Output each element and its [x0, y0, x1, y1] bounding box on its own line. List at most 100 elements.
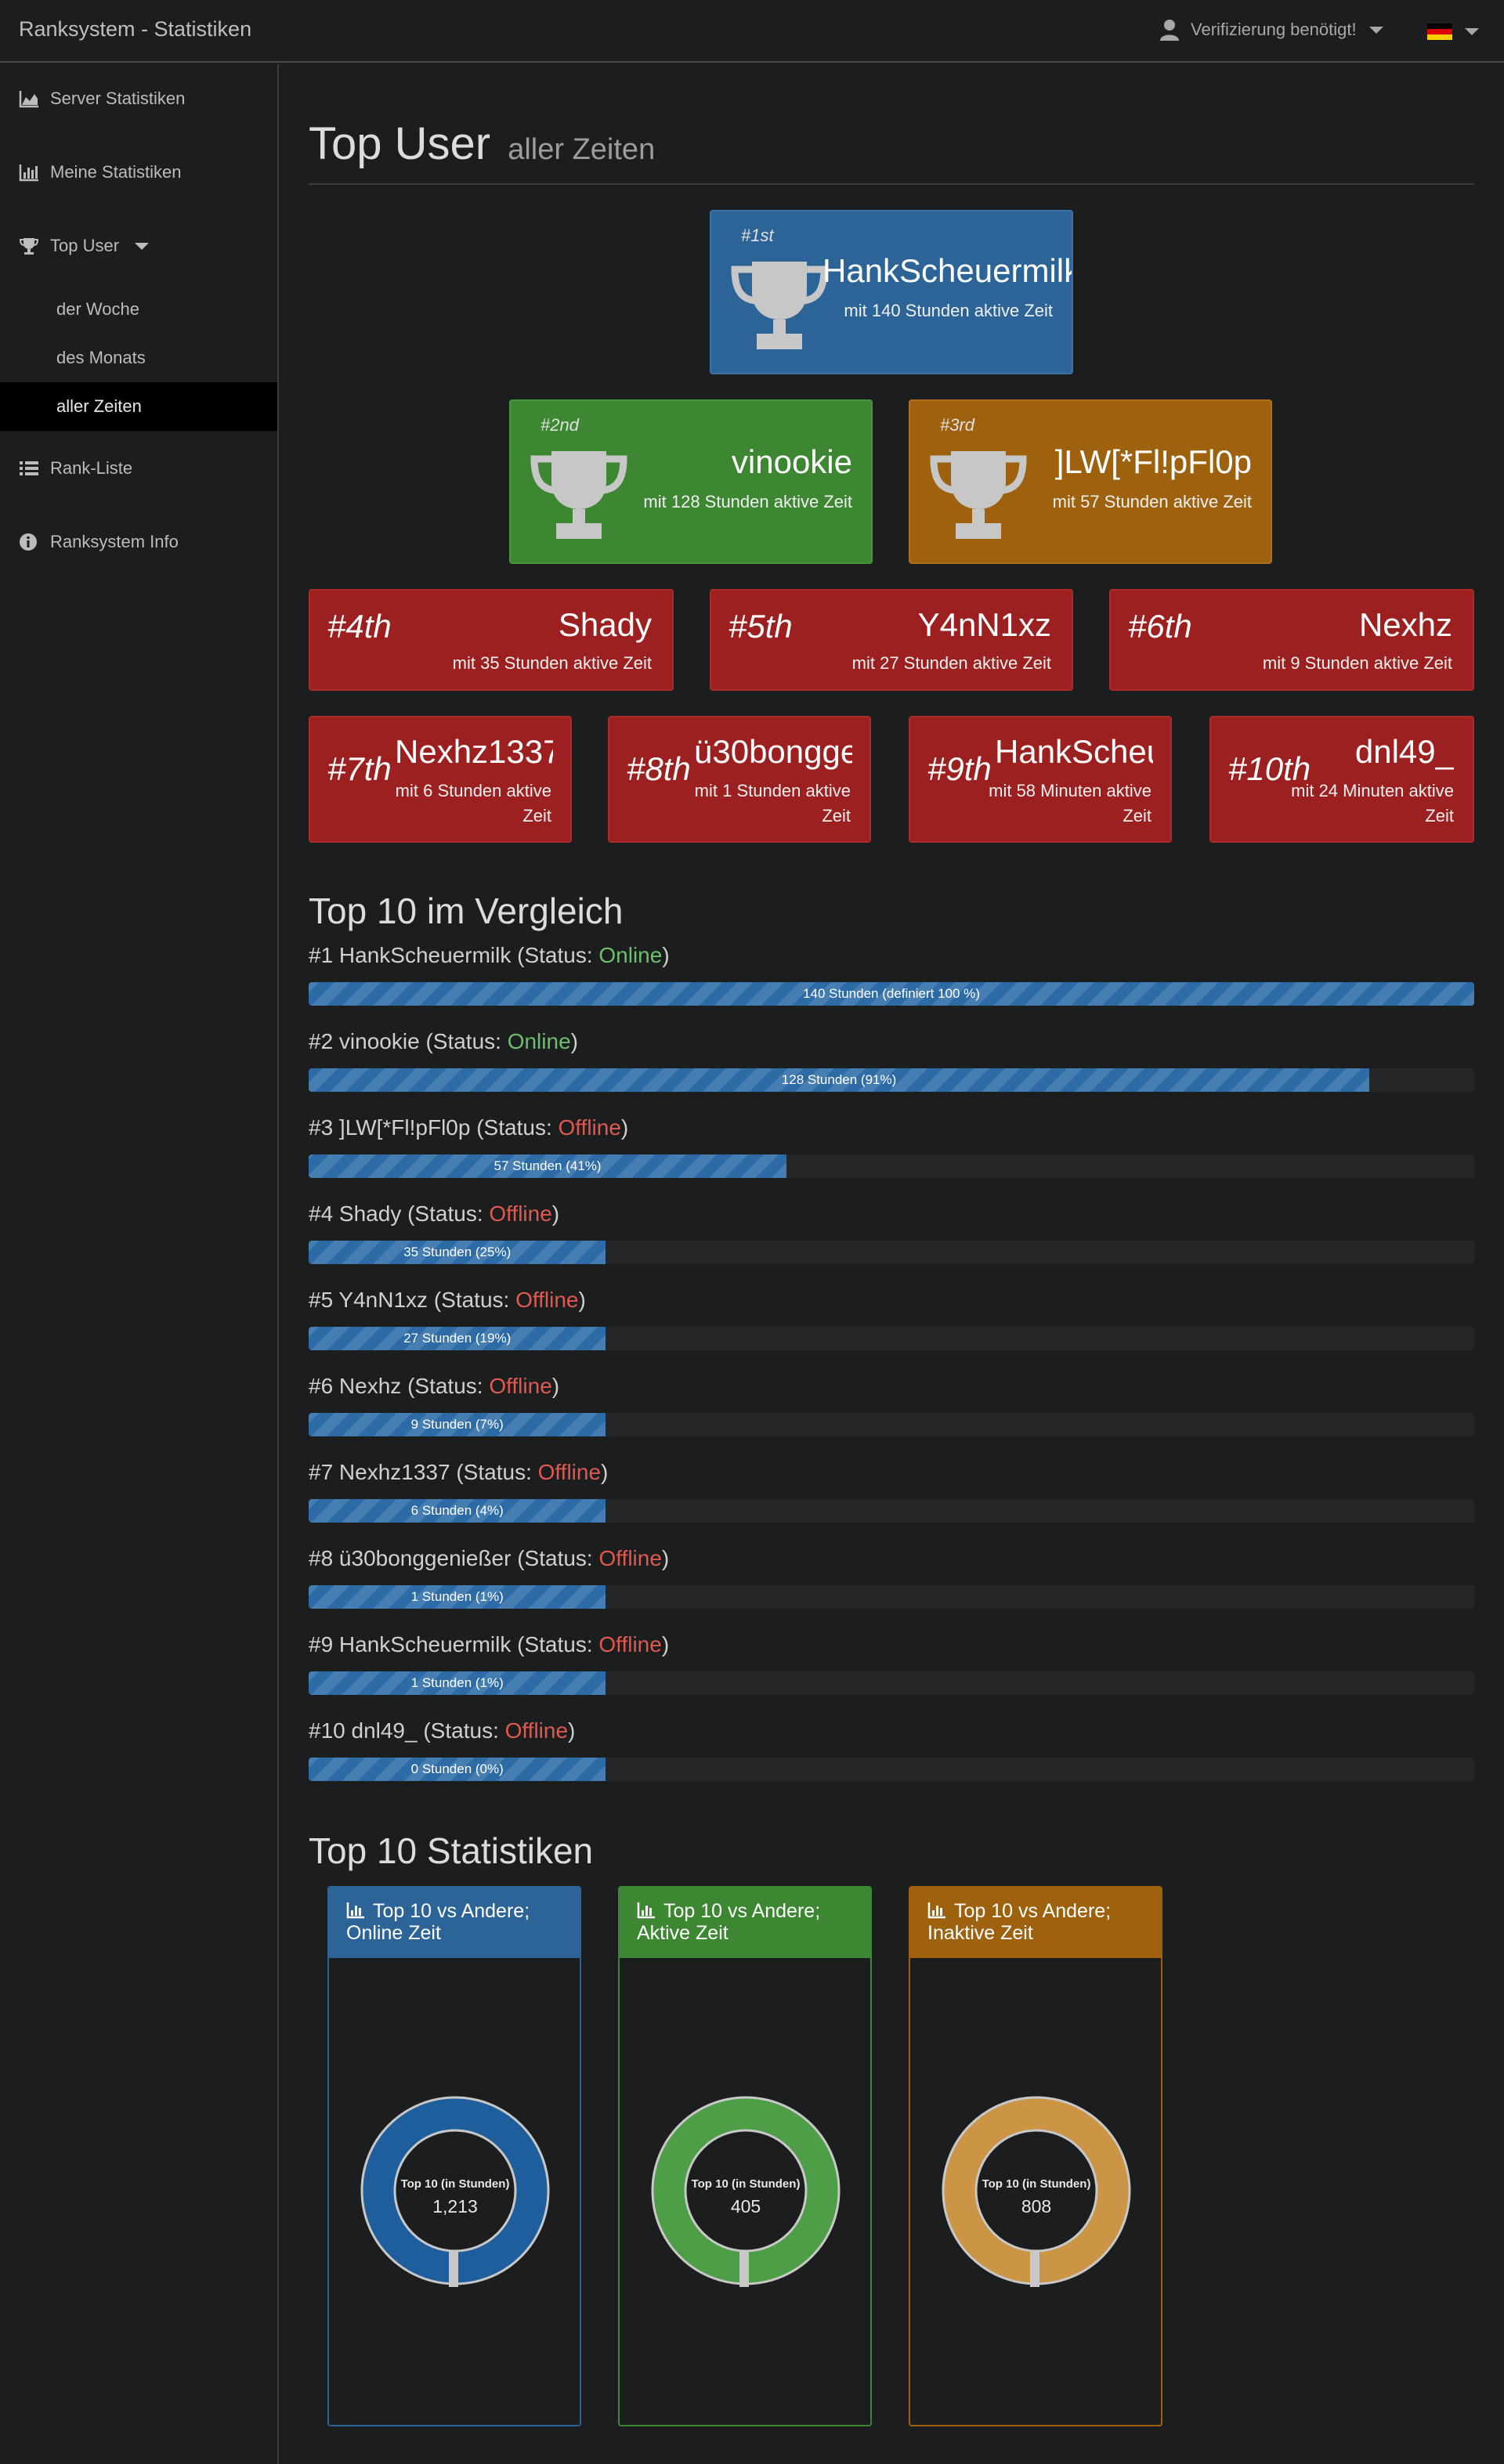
panel-heading-line1: Top 10 vs Andere; — [373, 1900, 530, 1922]
status-suffix: ) — [661, 1546, 670, 1570]
podium-time: mit 140 Stunden aktive Zeit — [844, 301, 1053, 320]
sidebar-sub-week[interactable]: der Woche — [56, 299, 139, 319]
chevron-down-icon — [1465, 28, 1479, 35]
chevron-down-icon — [1368, 26, 1383, 34]
rank-time: mit 6 Stunden aktive Zeit — [395, 781, 551, 826]
podium-rank: #3rd — [940, 415, 975, 435]
panel-heading: Top 10 vs Andere; Inaktive Zeit — [910, 1888, 1161, 1958]
comparison-user: #7 Nexhz1337 — [309, 1460, 457, 1484]
panel-heading: Top 10 vs Andere; Online Zeit — [329, 1888, 580, 1958]
sidebar-item-label: Rank-Liste — [50, 458, 133, 478]
status-suffix: ) — [570, 1029, 578, 1053]
status-prefix: (Status: — [517, 1546, 599, 1570]
progress-bar: 1 Stunden (1%) — [309, 1671, 606, 1695]
podium-name: HankScheuermilk — [822, 252, 1072, 289]
sidebar-item-server-stats[interactable]: Server Statistiken — [0, 75, 277, 122]
language-dropdown[interactable] — [1427, 23, 1479, 40]
comparison-user: #1 HankScheuermilk — [309, 943, 518, 967]
sidebar-sub-month[interactable]: des Monats — [56, 348, 146, 367]
trophy-icon — [930, 451, 1027, 539]
donut-inner-edge — [974, 2129, 1098, 2253]
status-suffix: ) — [662, 943, 670, 967]
donut-others-slice[interactable] — [449, 2251, 458, 2287]
status-suffix: ) — [620, 1115, 629, 1140]
panel-heading: Top 10 vs Andere; Aktive Zeit — [620, 1888, 870, 1958]
podium-time: mit 128 Stunden aktive Zeit — [643, 492, 852, 511]
sidebar-item-top-user[interactable]: Top User — [0, 222, 277, 269]
sidebar: Server Statistiken Meine Statistiken Top… — [0, 64, 279, 2464]
progress-track: 35 Stunden (25%) — [309, 1241, 1474, 1264]
progress-bar: 0 Stunden (0%) — [309, 1758, 606, 1781]
comparison-user: #2 vinookie — [309, 1029, 426, 1053]
page-title: Top User aller Zeiten — [309, 117, 655, 170]
verify-dropdown[interactable]: Verifizierung benötigt! — [1159, 19, 1383, 41]
donut-inner-edge — [684, 2129, 808, 2253]
status-badge: Offline — [515, 1288, 579, 1312]
progress-track: 57 Stunden (41%) — [309, 1154, 1474, 1178]
status-prefix: (Status: — [407, 1201, 490, 1226]
info-icon — [20, 533, 37, 551]
status-suffix: ) — [601, 1460, 609, 1484]
rank-card-10th: #10th dnl49_ mit 24 Minuten aktive Zeit — [1209, 716, 1474, 843]
progress-track: 9 Stunden (7%) — [309, 1413, 1474, 1436]
trophy-icon — [19, 238, 39, 255]
comparison-user: #8 ü30bonggenießer — [309, 1546, 518, 1570]
rank-label: #6th — [1128, 608, 1192, 645]
rank-label: #8th — [627, 750, 691, 787]
status-prefix: (Status: — [407, 1374, 490, 1398]
comparison-user: #4 Shady — [309, 1201, 408, 1226]
rank-time: mit 58 Minuten aktive Zeit — [989, 781, 1152, 826]
status-suffix: ) — [551, 1201, 560, 1226]
page-title-sub: aller Zeiten — [508, 133, 656, 166]
rank-name: dnl49_ — [1354, 733, 1454, 770]
rank-time: mit 35 Stunden aktive Zeit — [452, 653, 652, 673]
rank-time: mit 24 Minuten aktive Zeit — [1291, 781, 1454, 826]
rank-name: Y4nN1xz — [917, 606, 1051, 643]
area-chart-icon — [19, 91, 38, 108]
donut-center-label: Top 10 (in Stunden) — [400, 2177, 510, 2191]
progress-bar: 128 Stunden (91%) — [309, 1068, 1370, 1092]
rank-label: #9th — [927, 750, 992, 787]
comparison-user: #9 HankScheuermilk — [309, 1632, 518, 1657]
rank-label: #5th — [728, 608, 793, 645]
rank-name: ü30bonggenießer — [694, 733, 852, 770]
sidebar-item-info[interactable]: Ranksystem Info — [0, 518, 277, 565]
trophy-icon — [731, 262, 828, 349]
sidebar-item-my-stats[interactable]: Meine Statistiken — [0, 149, 277, 196]
status-badge: Offline — [598, 1632, 662, 1657]
donut-others-slice[interactable] — [739, 2251, 749, 2287]
donut-others-slice[interactable] — [1030, 2251, 1039, 2287]
comparison-user: #6 Nexhz — [309, 1374, 408, 1398]
brand-title[interactable]: Ranksystem - Statistiken — [19, 17, 252, 41]
german-flag-icon — [1427, 23, 1452, 40]
comparison-label: #4 Shady (Status: Offline) — [309, 1201, 559, 1227]
sidebar-sub-all-time[interactable]: aller Zeiten — [0, 382, 277, 431]
comparison-label: #9 HankScheuermilk (Status: Offline) — [309, 1632, 669, 1657]
status-prefix: (Status: — [456, 1460, 538, 1484]
comparison-label: #5 Y4nN1xz (Status: Offline) — [309, 1288, 586, 1313]
progress-bar: 1 Stunden (1%) — [309, 1585, 606, 1609]
sidebar-item-rank-list[interactable]: Rank-Liste — [0, 445, 277, 492]
podium-card-1st: #1st HankScheuermilk mit 140 Stunden akt… — [710, 210, 1073, 374]
user-icon — [1160, 20, 1179, 41]
progress-bar: 57 Stunden (41%) — [309, 1154, 787, 1178]
comparison-user: #3 ]LW[*Fl!pFl0p — [309, 1115, 477, 1140]
status-badge: Offline — [489, 1374, 552, 1398]
stats-title: Top 10 Statistiken — [309, 1830, 594, 1871]
donut-center-value: 1,213 — [432, 2196, 478, 2217]
status-prefix: (Status: — [423, 1718, 505, 1743]
rank-label: #10th — [1228, 750, 1311, 787]
status-badge: Online — [507, 1029, 571, 1053]
rank-name: Nexhz — [1358, 606, 1452, 643]
panel-heading-line2: Aktive Zeit — [637, 1922, 728, 1944]
bar-chart-icon — [927, 1902, 945, 1919]
status-prefix: (Status: — [433, 1288, 516, 1312]
progress-bar: 6 Stunden (4%) — [309, 1499, 606, 1523]
status-suffix: ) — [551, 1374, 560, 1398]
sidebar-item-label: Ranksystem Info — [50, 532, 179, 551]
podium-name: vinookie — [731, 443, 852, 480]
comparison-label: #3 ]LW[*Fl!pFl0p (Status: Offline) — [309, 1115, 628, 1140]
bar-chart-icon — [19, 164, 38, 182]
progress-bar: 35 Stunden (25%) — [309, 1241, 606, 1264]
progress-track: 6 Stunden (4%) — [309, 1499, 1474, 1523]
